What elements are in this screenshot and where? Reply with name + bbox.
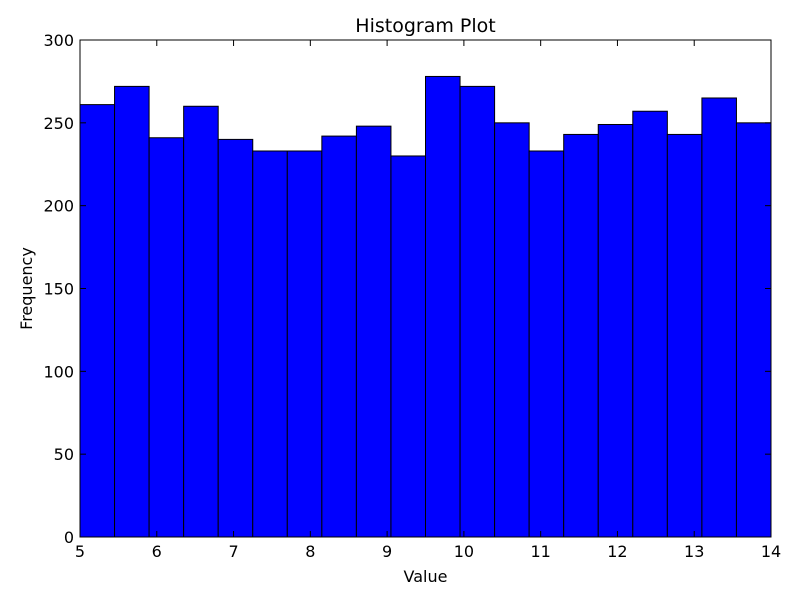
histogram-bar-9 [355, 125, 392, 538]
histogram-bar-1 [79, 104, 116, 538]
histogram-bar-7 [286, 150, 323, 538]
histogram-bar-4 [183, 105, 219, 538]
x-tick-label-10: 10 [454, 542, 474, 561]
histogram-bar-16 [597, 123, 634, 538]
x-tick-label-14: 14 [761, 542, 781, 561]
histogram-bar-2 [114, 85, 150, 538]
histogram-bar-18 [666, 133, 703, 538]
histogram-bar-8 [321, 135, 357, 538]
histogram-bar-15 [563, 133, 599, 538]
x-tick-label-12: 12 [607, 542, 627, 561]
x-tick-label-8: 8 [305, 542, 315, 561]
histogram-bar-6 [252, 150, 288, 538]
x-tick-label-13: 13 [684, 542, 704, 561]
bars-group [79, 75, 772, 538]
y-tick-label-200: 200 [43, 197, 74, 216]
x-tick-label-9: 9 [382, 542, 392, 561]
y-axis-label: Frequency [17, 247, 36, 330]
y-tick-label-250: 250 [43, 114, 74, 133]
histogram-bar-12 [459, 85, 496, 538]
histogram-bar-13 [494, 122, 530, 538]
histogram-bar-20 [735, 122, 772, 538]
y-tick-label-150: 150 [43, 280, 74, 299]
x-axis-label: Value [404, 567, 448, 586]
x-tick-label-11: 11 [530, 542, 550, 561]
y-tick-label-0: 0 [64, 528, 74, 547]
histogram-bar-14 [528, 150, 565, 538]
y-tick-label-50: 50 [54, 445, 74, 464]
histogram-bar-17 [632, 110, 668, 538]
ticks-group: 5 6 7 8 9 10 11 12 13 14 0 50 100 150 200 250 300 [43, 31, 781, 561]
x-tick-label-6: 6 [152, 542, 162, 561]
chart-title: Histogram Plot [355, 15, 495, 37]
histogram-bar-11 [425, 75, 461, 538]
histogram-bar-5 [217, 138, 254, 538]
x-tick-label-7: 7 [228, 542, 238, 561]
y-tick-label-100: 100 [43, 362, 74, 381]
histogram-bar-10 [390, 155, 427, 538]
histogram-bar-3 [148, 137, 185, 538]
y-tick-label-300: 300 [43, 31, 74, 50]
x-tick-label-5: 5 [75, 542, 85, 561]
plot-frame [79, 39, 772, 538]
histogram-bar-19 [701, 97, 737, 538]
